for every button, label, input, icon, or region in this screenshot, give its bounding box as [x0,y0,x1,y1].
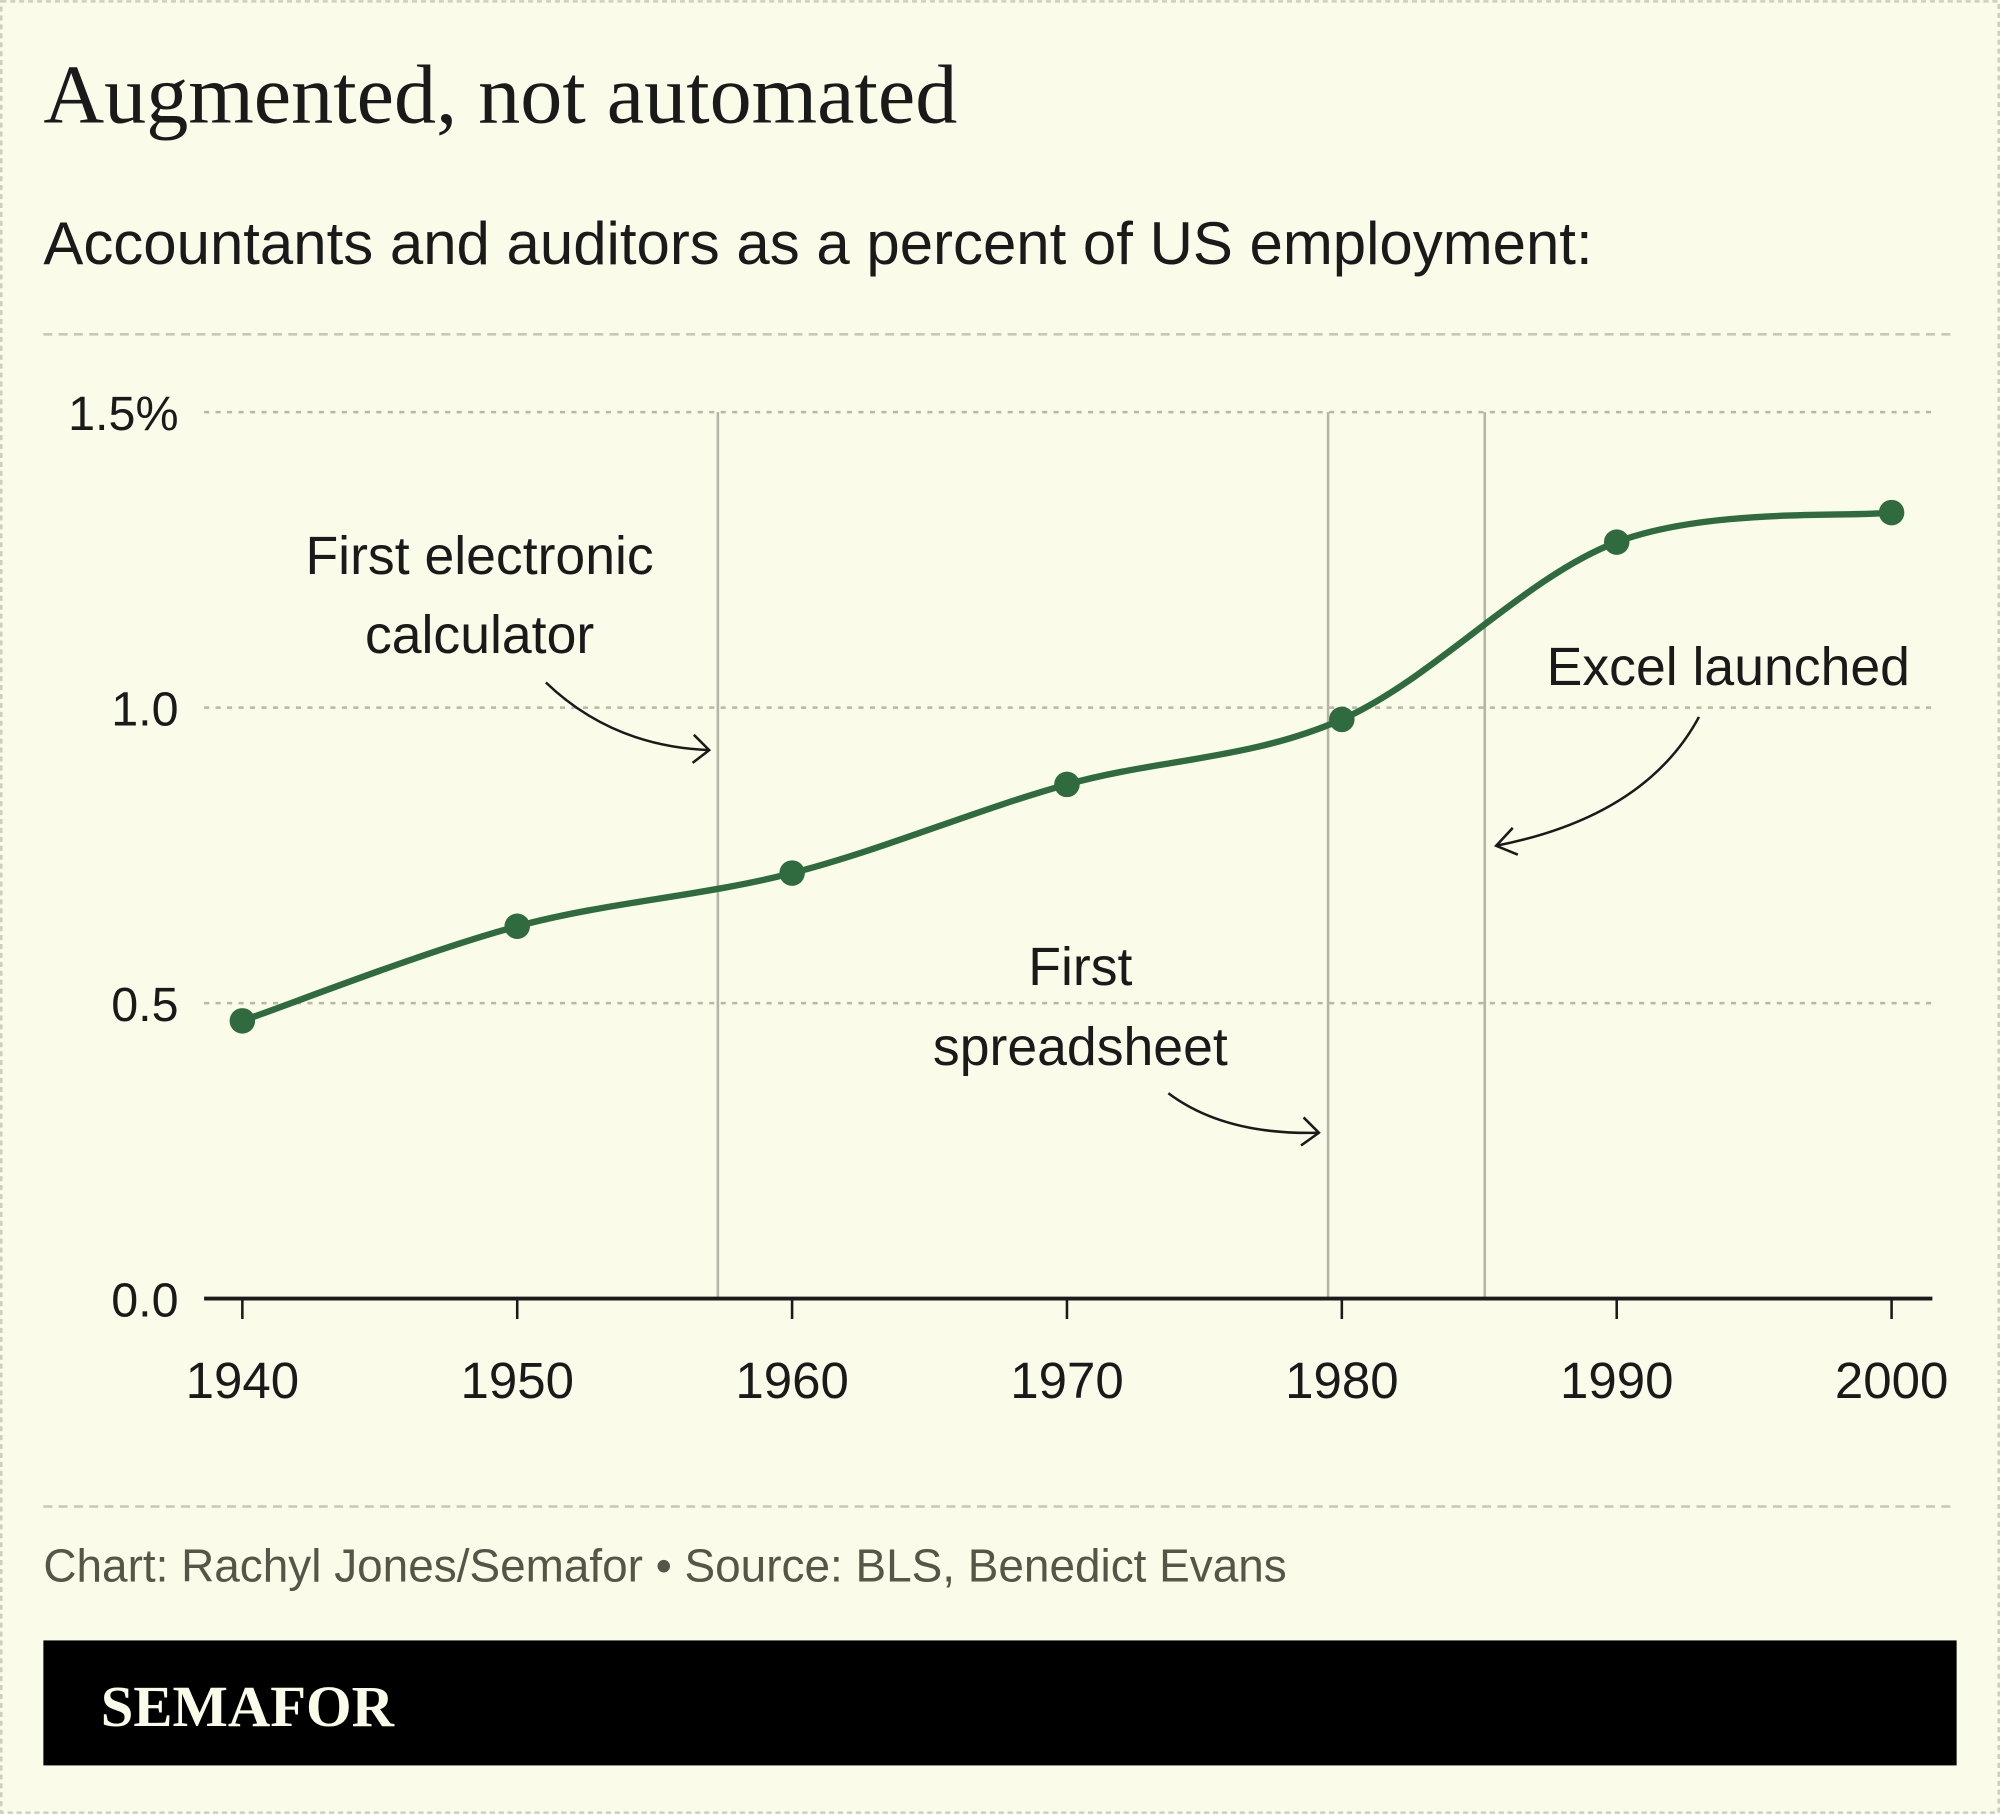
y-tick-label: 0.0 [111,1273,178,1327]
data-point [1054,771,1080,798]
annotation-text: Excel launched [1547,638,1910,697]
annotation-arrow [1167,1092,1319,1135]
x-tick-label: 1950 [460,1352,574,1409]
arrowhead-icon [1493,827,1519,856]
chart-subtitle: Accountants and auditors as a percent of… [43,210,1592,277]
annotation-text: First [1028,938,1132,997]
y-tick-label: 1.0 [111,682,178,736]
x-tick-label: 1970 [1010,1352,1124,1409]
x-tick-label: 1980 [1285,1352,1399,1409]
x-tick-label: 2000 [1835,1352,1949,1409]
x-tick-label: 1990 [1560,1352,1674,1409]
y-tick-label: 0.5 [111,978,178,1032]
arrowhead-icon [691,733,712,764]
data-point [1329,706,1355,733]
arrowhead-icon [1300,1116,1321,1147]
annotation-arrow [545,681,710,752]
semafor-logo: SEMAFOR [101,1674,395,1739]
data-point [1603,529,1630,555]
chart-title: Augmented, not automated [43,49,957,142]
data-point [504,913,530,940]
data-point [1878,499,1905,526]
credit-text: Chart: Rachyl Jones/Semafor • Source: BL… [43,1540,1286,1592]
y-tick-label: 1.5% [68,387,178,441]
x-tick-label: 1960 [735,1352,849,1409]
data-point [229,1008,256,1034]
annotation-text: First electronic [305,527,653,586]
annotation-arrow [1495,716,1701,848]
logo-bar [43,1640,1957,1766]
data-point [779,860,805,886]
annotation-text: spreadsheet [933,1018,1228,1077]
x-tick-label: 1940 [186,1352,300,1409]
annotation-text: calculator [365,606,594,665]
plot-area: 0.0 0.5 1.0 1.5% 1940 1950 1960 1970 1980 1990 200… [68,387,1948,1409]
